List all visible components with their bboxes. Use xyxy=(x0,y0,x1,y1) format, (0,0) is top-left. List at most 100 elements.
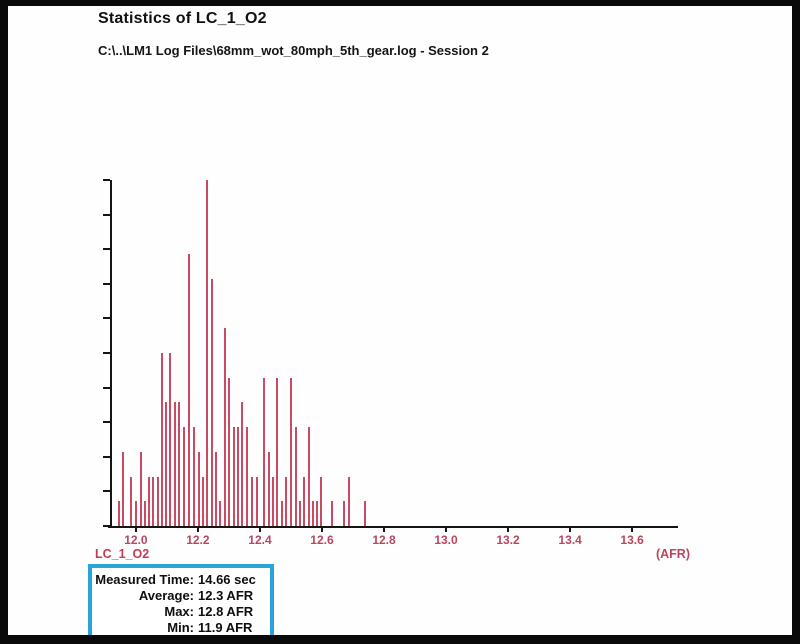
histogram-bar xyxy=(152,477,154,526)
histogram-bar xyxy=(228,378,230,526)
histogram-bar xyxy=(312,501,314,526)
histogram-bar xyxy=(198,452,200,526)
histogram-bar xyxy=(348,477,350,526)
stat-row-measured-time: Measured Time: 14.66 sec xyxy=(94,572,262,588)
x-axis-unit-label: (AFR) xyxy=(655,547,690,561)
x-tick-label: 13.4 xyxy=(558,533,582,547)
y-axis-tick xyxy=(103,179,110,181)
histogram-bar xyxy=(263,378,265,526)
series-label: LC_1_O2 xyxy=(95,547,150,561)
histogram-bar xyxy=(290,378,292,526)
histogram-bar xyxy=(202,477,204,526)
histogram-bar xyxy=(224,328,226,526)
x-tick-label: 12.2 xyxy=(186,533,210,547)
x-axis-tick xyxy=(134,528,137,532)
x-axis-tick xyxy=(383,528,385,532)
y-axis-tick xyxy=(103,455,110,458)
x-tick-label: 12.4 xyxy=(248,533,272,547)
log-file-path: C:\..\LM1 Log Files\68mm_wot_80mph_5th_g… xyxy=(98,43,489,58)
stat-label: Measured Time: xyxy=(95,572,194,587)
histogram-bar xyxy=(178,402,180,526)
histogram-bar xyxy=(272,477,274,526)
histogram-bar xyxy=(118,501,120,526)
stat-label: Average: xyxy=(138,588,194,603)
y-axis-tick xyxy=(103,525,110,527)
histogram-bar xyxy=(135,501,137,526)
histogram-bar xyxy=(281,501,283,526)
histogram-bar xyxy=(320,477,322,526)
y-axis-tick xyxy=(103,317,110,320)
histogram-bar xyxy=(174,402,176,526)
histogram-bar xyxy=(251,477,253,526)
y-axis-tick xyxy=(103,282,110,285)
histogram-bar xyxy=(211,279,213,526)
histogram-bar xyxy=(241,402,243,526)
histogram-bar xyxy=(299,501,301,526)
y-axis-tick xyxy=(103,421,110,424)
histogram-bar xyxy=(276,378,278,526)
stat-label: Max: xyxy=(164,604,194,619)
histogram-bar xyxy=(256,477,258,526)
stat-label: Min: xyxy=(167,620,194,635)
histogram-bar xyxy=(161,353,163,526)
stat-value: 14.66 sec xyxy=(198,572,256,587)
x-axis-tick xyxy=(569,528,572,532)
histogram-bar xyxy=(188,254,190,526)
y-axis-tick xyxy=(103,386,110,389)
histogram-bar xyxy=(169,353,171,526)
histogram-bar xyxy=(157,477,159,526)
histogram-bar xyxy=(285,477,287,526)
histogram-bar xyxy=(215,452,217,526)
histogram-bar xyxy=(183,427,185,526)
x-axis-tick xyxy=(631,528,634,532)
x-axis-tick xyxy=(196,528,199,532)
stat-value: 12.8 AFR xyxy=(198,604,254,619)
histogram-bar xyxy=(193,427,195,526)
x-axis-tick xyxy=(320,528,323,532)
histogram-bar xyxy=(316,501,318,526)
statistics-panel: Measured Time: 14.66 sec Average: 12.3 A… xyxy=(88,564,274,635)
stat-value: 11.9 AFR xyxy=(198,620,253,635)
histogram-bar xyxy=(237,427,239,526)
histogram-bar xyxy=(246,427,248,526)
histogram-bar xyxy=(148,477,150,526)
histogram-bar xyxy=(219,501,221,526)
histogram-bar xyxy=(165,402,167,526)
histogram-bar xyxy=(364,501,366,526)
x-axis-line xyxy=(108,526,678,528)
x-axis-tick xyxy=(507,528,510,532)
x-tick-label: 13.2 xyxy=(496,533,520,547)
histogram-bar xyxy=(308,427,310,526)
y-axis-tick xyxy=(103,213,110,216)
x-tick-label: 12.0 xyxy=(124,533,148,547)
histogram-bar xyxy=(343,501,345,526)
histogram-bar xyxy=(122,452,124,526)
histogram-bar xyxy=(268,452,270,526)
x-tick-label: 12.8 xyxy=(372,533,396,547)
histogram-bar xyxy=(295,427,297,526)
page-title: Statistics of LC_1_O2 xyxy=(98,10,267,27)
statistics-table: Measured Time: 14.66 sec Average: 12.3 A… xyxy=(94,572,262,635)
x-tick-label: 12.6 xyxy=(310,533,334,547)
x-axis-tick xyxy=(445,528,448,532)
histogram-bar xyxy=(331,501,333,526)
plot-area: 12.0 12.2 12.4 12.6 12.8 13.0 13.2 13.4 13.6 xyxy=(8,6,792,635)
histogram-bar xyxy=(303,477,305,526)
y-axis-tick xyxy=(103,352,110,354)
histogram-bar xyxy=(144,501,146,526)
x-tick-label: 13.6 xyxy=(620,533,644,547)
x-tick-label: 13.0 xyxy=(434,533,458,547)
stat-row-average: Average: 12.3 AFR xyxy=(94,588,262,604)
stat-value: 12.3 AFR xyxy=(198,588,254,603)
histogram-bar xyxy=(233,427,235,526)
stat-row-max: Max: 12.8 AFR xyxy=(94,604,262,620)
report-page: Statistics of LC_1_O2 C:\..\LM1 Log File… xyxy=(8,6,792,635)
stat-row-min: Min: 11.9 AFR xyxy=(94,620,262,635)
histogram-bar xyxy=(140,452,142,526)
histogram-bar xyxy=(130,477,132,526)
y-axis-tick xyxy=(103,248,110,251)
y-axis-tick xyxy=(103,490,110,493)
y-axis-line xyxy=(110,180,112,528)
x-axis-tick xyxy=(258,528,261,532)
